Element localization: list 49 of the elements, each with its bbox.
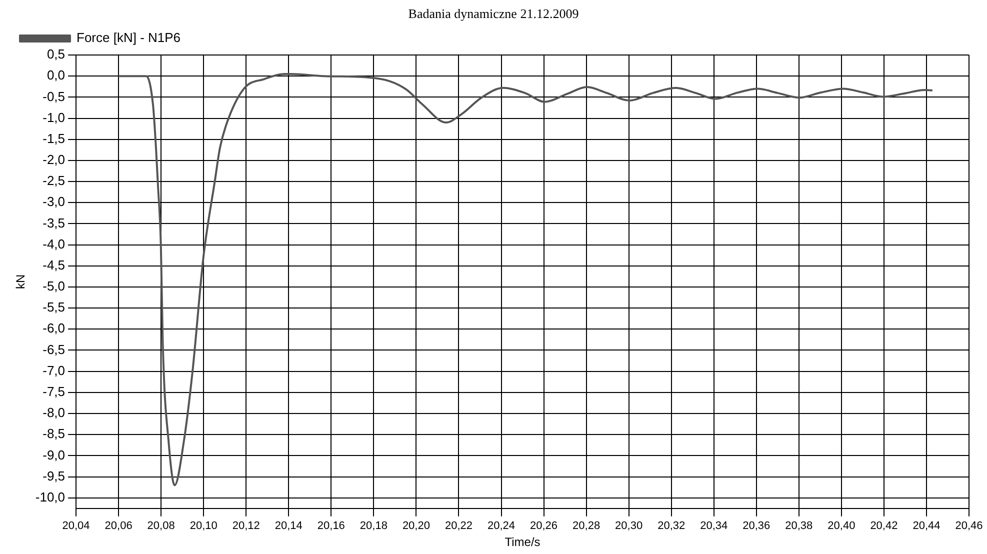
y-tick-label: -8,0 bbox=[42, 405, 66, 420]
y-tick-label: -6,0 bbox=[42, 320, 66, 336]
y-tick-label: -7,0 bbox=[42, 362, 66, 378]
x-tick-label: 20,28 bbox=[572, 520, 600, 532]
y-tick-label: -7,5 bbox=[42, 384, 66, 399]
x-tick-label: 20,38 bbox=[785, 520, 813, 532]
x-tick-label: 20,12 bbox=[232, 520, 260, 532]
y-tick-label: -9,0 bbox=[42, 447, 66, 462]
chart-title: Badania dynamiczne 21.12.2009 bbox=[407, 6, 580, 22]
y-tick-label: 0,0 bbox=[46, 68, 66, 83]
x-tick-label: 20,42 bbox=[870, 520, 898, 532]
y-tick-label: -3,5 bbox=[42, 215, 66, 230]
x-tick-label: 20,44 bbox=[912, 520, 940, 532]
y-tick-label: -2,0 bbox=[42, 152, 66, 168]
x-tick-label: 20,22 bbox=[444, 520, 472, 532]
y-tick-label: -10,0 bbox=[35, 489, 66, 504]
y-tick-label: -1,5 bbox=[42, 130, 66, 146]
y-tick-label: -5,5 bbox=[42, 300, 66, 315]
x-tick-label: 20,32 bbox=[658, 520, 686, 532]
y-tick-label: -6,5 bbox=[42, 342, 66, 357]
x-axis-title: Time/s bbox=[504, 535, 540, 550]
x-tick-label: 20,40 bbox=[828, 520, 856, 532]
x-tick-label: 20,34 bbox=[700, 520, 728, 532]
x-tick-label: 20,30 bbox=[615, 520, 643, 532]
x-tick-label: 20,36 bbox=[742, 520, 770, 532]
y-tick-label: -2,5 bbox=[42, 173, 66, 188]
x-tick-label: 20,06 bbox=[104, 520, 132, 532]
y-axis-title: kN bbox=[14, 274, 28, 290]
y-tick-label: 0,5 bbox=[46, 46, 66, 62]
x-tick-label: 20,46 bbox=[955, 520, 983, 532]
y-tick-label: -3,0 bbox=[42, 194, 66, 210]
x-tick-label: 20,20 bbox=[402, 520, 430, 532]
x-tick-label: 20,10 bbox=[190, 520, 218, 532]
y-tick-label: -8,5 bbox=[42, 426, 66, 442]
y-tick-label: -4,5 bbox=[42, 257, 66, 272]
x-tick-label: 20,16 bbox=[317, 520, 345, 532]
legend-label: Force [kN] - N1P6 bbox=[76, 30, 181, 46]
x-tick-label: 20,18 bbox=[360, 520, 388, 532]
x-tick-label: 20,24 bbox=[487, 520, 516, 532]
line-series bbox=[118, 72, 934, 486]
y-tick-label: -0,5 bbox=[42, 88, 66, 104]
x-tick-label: 20,08 bbox=[147, 520, 175, 532]
y-tick-label: -4,0 bbox=[42, 236, 66, 252]
x-tick-label: 20,14 bbox=[274, 520, 302, 532]
y-tick-label: -1,0 bbox=[42, 110, 66, 125]
x-tick-label: 20,26 bbox=[530, 520, 558, 532]
y-tick-label: -9,5 bbox=[42, 468, 66, 484]
x-tick-label: 20,04 bbox=[62, 520, 90, 532]
y-tick-label: -5,0 bbox=[42, 278, 66, 294]
